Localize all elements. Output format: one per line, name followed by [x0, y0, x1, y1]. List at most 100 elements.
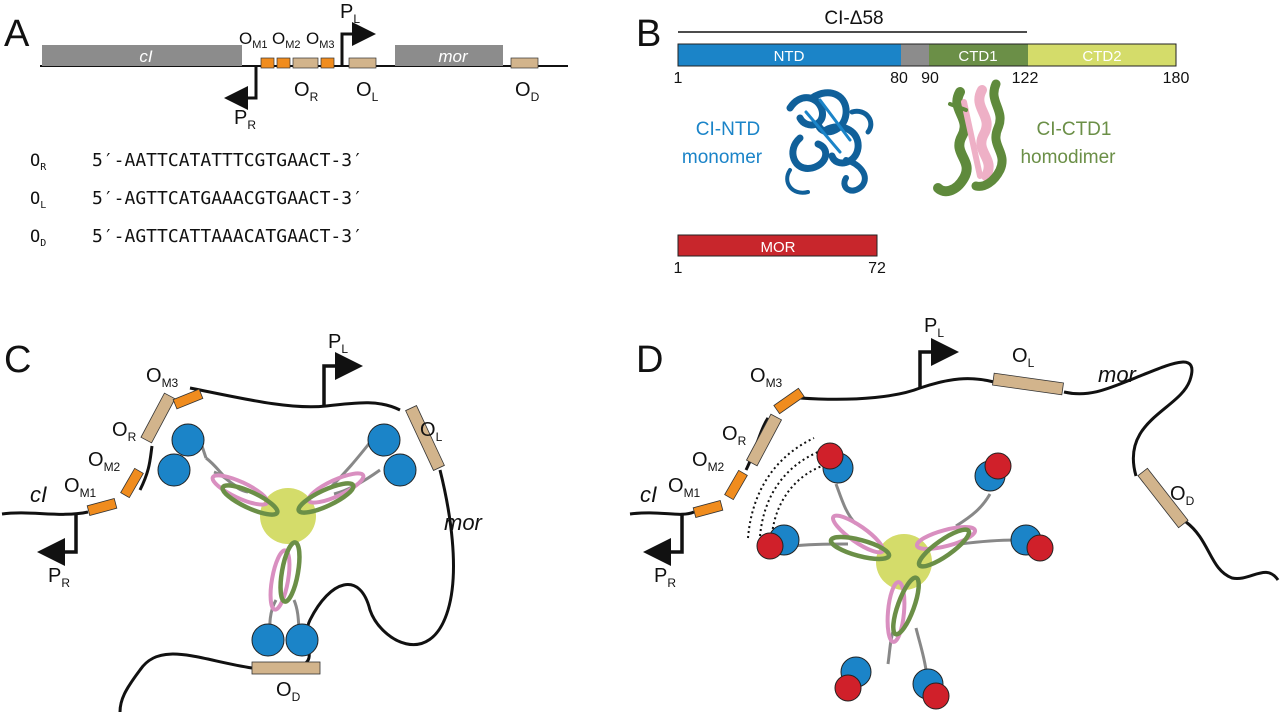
ntd-structure [785, 89, 874, 195]
gene-cI-box [42, 45, 242, 66]
d-ntd-mor-pairs [756, 442, 1054, 710]
d-OM2-label: OM2 [692, 449, 725, 474]
c-OD-box [251, 661, 321, 675]
ntd-label-line2: monomer [682, 147, 763, 168]
d-dotted-arc-1 [747, 437, 815, 539]
mor-tick-72: 72 [868, 260, 886, 277]
panel-a-label: A [4, 13, 30, 55]
c-ntd-4 [383, 453, 417, 487]
panel-d-label: D [636, 339, 663, 381]
d-OD-label: OD [1170, 483, 1195, 508]
c-PR-label: PR [48, 565, 70, 590]
ctd-label-line1: CI-CTD1 [1037, 119, 1112, 140]
operator-OM3-box [320, 57, 335, 69]
c-OM2-box [120, 467, 144, 499]
c-OR-box [140, 392, 176, 444]
c-ntd-6 [285, 623, 319, 657]
c-ctd1-green-bottom [278, 540, 302, 604]
c-ntd-3 [367, 423, 401, 457]
panel-b-domains: CI-Δ58 NTD CTD1 CTD2 1 80 90 122 180 [674, 8, 1190, 277]
seq-label-OD: OD [30, 227, 46, 249]
d-dotted-arc-2 [759, 451, 819, 537]
OL-label: OL [356, 79, 379, 104]
operator-OD-box [510, 57, 539, 69]
d-OM1-box [692, 500, 724, 518]
PR-label: PR [234, 107, 256, 132]
c-OL-box [405, 405, 445, 471]
panel-d-loop: cI mor OM1 OM2 OR OM3 OL OD PL PR [629, 315, 1280, 710]
d-OR-label: OR [722, 423, 747, 448]
c-PL-arrow [322, 352, 363, 406]
d-cI-label: cI [640, 482, 657, 507]
tick-122: 122 [1012, 70, 1039, 87]
mor-bar-label: MOR [761, 239, 796, 256]
panel-c-label: C [4, 339, 31, 381]
d-PL-label: PL [924, 315, 944, 340]
construct-label: CI-Δ58 [824, 8, 883, 29]
c-ctd1-green-left [220, 483, 280, 517]
c-OM1-label: OM1 [64, 475, 97, 500]
c-OL-label: OL [420, 419, 443, 444]
tick-180: 180 [1163, 70, 1190, 87]
gene-mor-label: mor [438, 47, 469, 66]
mor-bar [677, 234, 878, 257]
d-PR-label: PR [654, 565, 676, 590]
dna-loop-c [1, 386, 455, 713]
d-PR-arrow [643, 514, 684, 566]
gene-mor-box [395, 45, 503, 66]
c-ntd-2 [157, 453, 191, 487]
seq-OR: 5′-AATTCATATTTCGTGAACT-3′ [92, 150, 363, 171]
sequence-list: OR 5′-AATTCATATTTCGTGAACT-3′ OL 5′-AGTTC… [30, 150, 363, 249]
d-ctd2-core [876, 534, 932, 590]
d-OD-box [1137, 467, 1189, 529]
d-ctd1-green-left [828, 534, 892, 562]
OD-label: OD [515, 79, 540, 104]
c-ntd-1 [171, 423, 205, 457]
c-OM2-label: OM2 [88, 449, 121, 474]
d-OM2-box [724, 469, 748, 501]
ctd-label-line2: homodimer [1020, 147, 1116, 168]
c-OR-label: OR [112, 419, 137, 444]
domain-CTD1-label: CTD1 [958, 48, 997, 65]
domain-CTD1 [929, 44, 1028, 66]
c-PL-label: PL [328, 331, 348, 356]
seq-OL: 5′-AGTTCATGAAACGTGAACT-3′ [92, 188, 363, 209]
domain-CTD2 [1028, 44, 1176, 66]
operator-OL-box [348, 57, 377, 69]
domain-NTD [678, 44, 901, 66]
operator-OR-box [292, 57, 319, 69]
mor-tick-1: 1 [674, 260, 683, 277]
OM2-label: OM2 [272, 29, 301, 51]
d-OL-box [992, 372, 1064, 396]
c-OM3-label: OM3 [146, 365, 179, 390]
c-PR-arrow [37, 514, 78, 566]
c-mor-label: mor [444, 510, 484, 535]
d-mor-1 [816, 442, 844, 470]
operator-OM1-box [260, 57, 275, 69]
panel-a-map: cI mor OM1 OM2 OM3 OR OL OD PL PR [40, 1, 568, 132]
d-ctd1-green-bottom [891, 575, 921, 637]
domain-outline [677, 43, 1177, 67]
c-OD-label: OD [276, 679, 301, 704]
d-mor-6 [922, 682, 950, 710]
d-mor-3 [984, 452, 1012, 480]
d-mor-5 [834, 674, 862, 702]
tick-90: 90 [921, 70, 939, 87]
PL-arrow [340, 22, 376, 66]
d-ctd1-pink-left [831, 513, 885, 555]
d-mor-4 [1026, 534, 1054, 562]
c-cI-label: cI [30, 482, 47, 507]
d-dotted-arc-3 [771, 465, 823, 535]
ntd-label-line1: CI-NTD [696, 119, 760, 140]
d-OM3-label: OM3 [750, 365, 783, 390]
domain-linker [901, 44, 929, 66]
panel-b-label: B [636, 13, 661, 55]
d-OM1-label: OM1 [668, 475, 701, 500]
c-OM1-box [86, 498, 118, 516]
operator-OM2-box [276, 57, 291, 69]
domain-NTD-label: NTD [774, 48, 805, 65]
OR-label: OR [294, 79, 319, 104]
seq-OD: 5′-AGTTCATTAAACATGAACT-3′ [92, 226, 363, 247]
PL-label: PL [340, 1, 360, 26]
